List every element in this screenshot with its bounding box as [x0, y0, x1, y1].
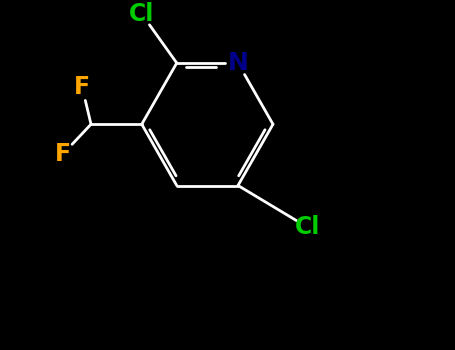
Text: F: F: [74, 76, 90, 99]
Text: F: F: [55, 142, 71, 166]
Text: Cl: Cl: [295, 216, 321, 239]
Text: Cl: Cl: [129, 2, 154, 26]
Text: N: N: [228, 51, 248, 75]
